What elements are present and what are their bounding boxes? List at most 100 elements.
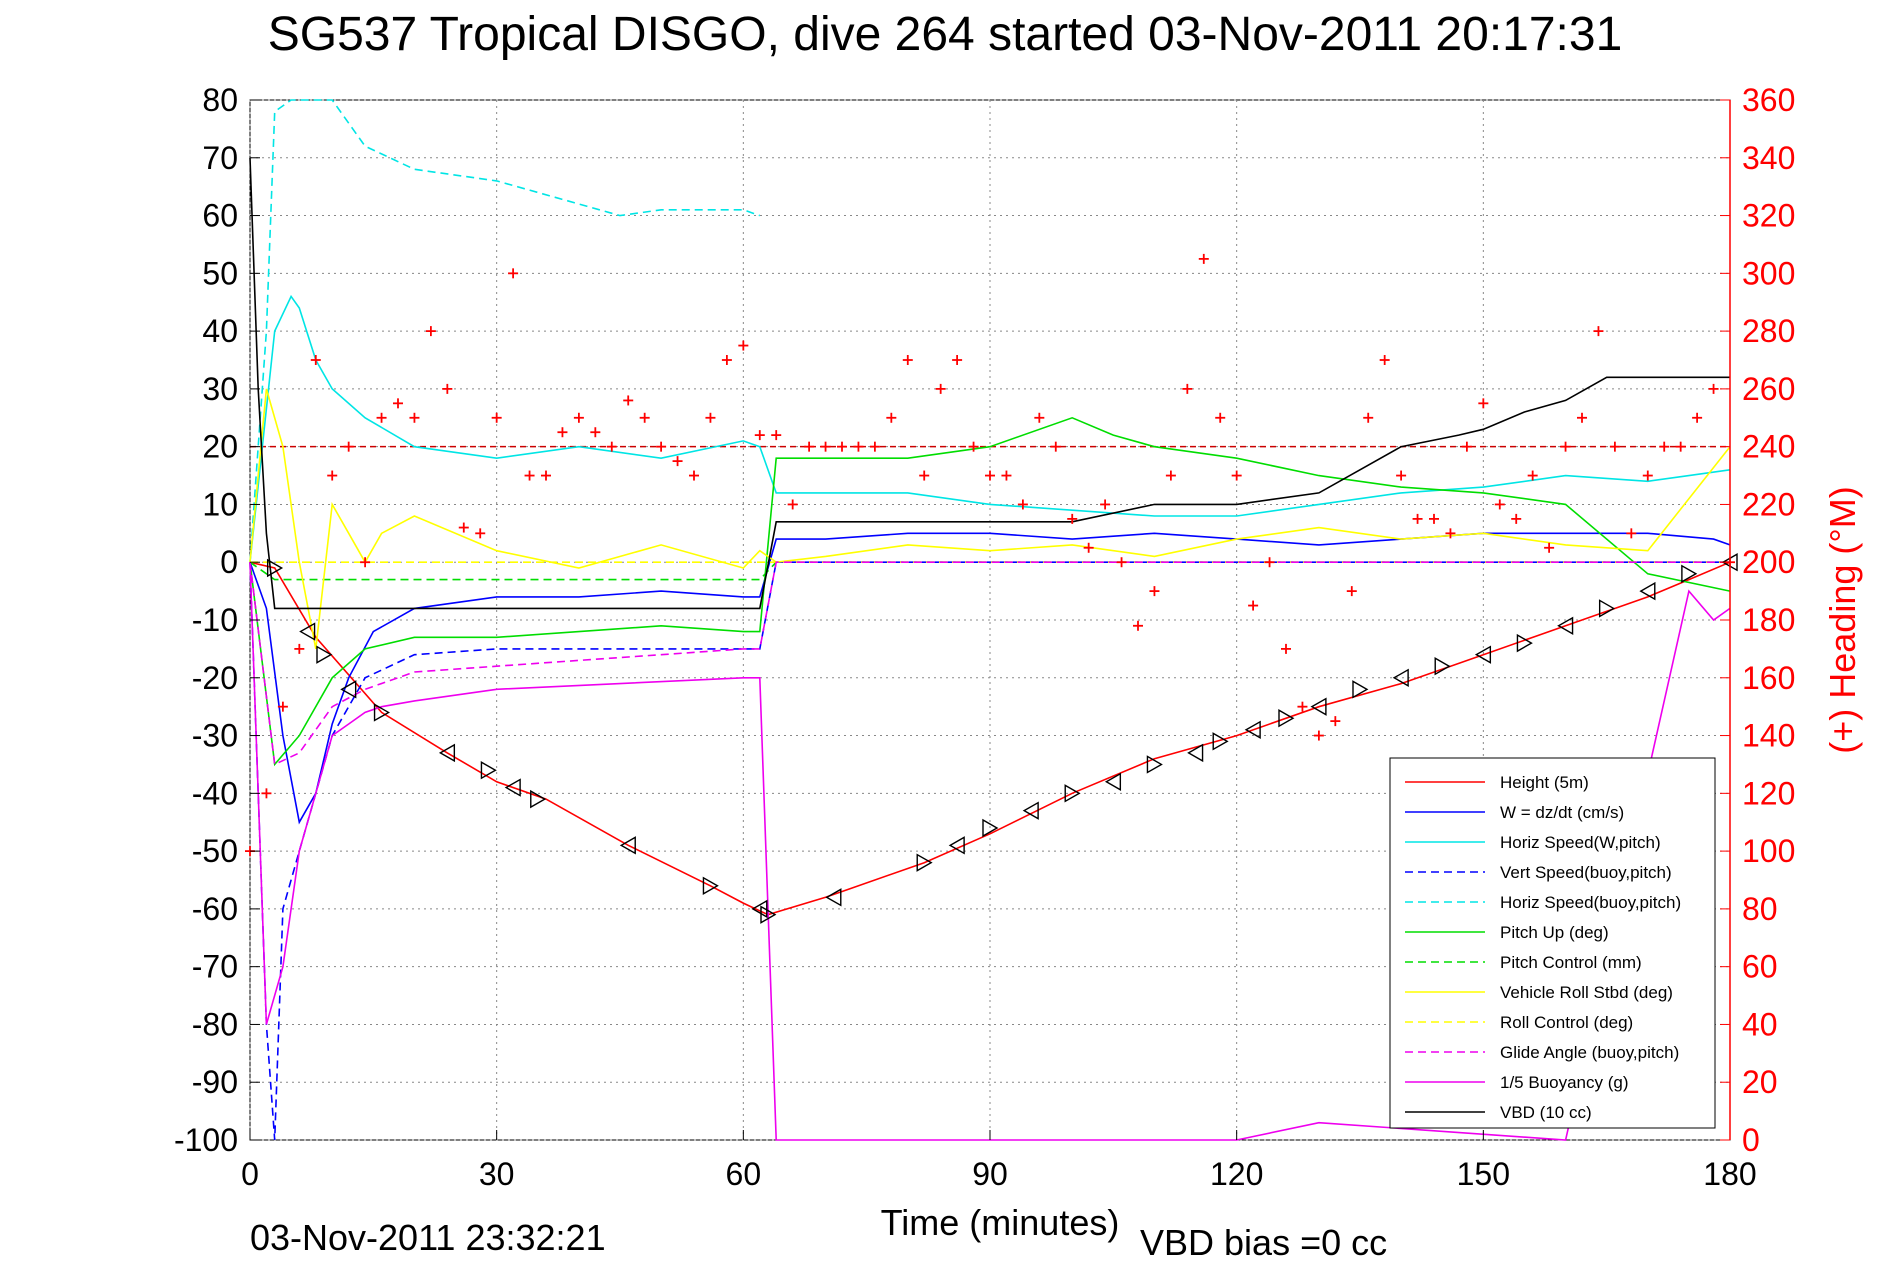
y-tick-label-left: -60 [192, 891, 238, 927]
y-tick-label-left: 30 [202, 371, 238, 407]
y-tick-label-left: 10 [202, 486, 238, 522]
y-tick-label-right: 220 [1742, 486, 1795, 522]
series-line-5 [249, 416, 1731, 767]
heading-point [1626, 528, 1637, 539]
heading-point [837, 441, 847, 452]
y-tick-label-left: -70 [192, 949, 238, 985]
y-tick-label-right: 320 [1742, 198, 1795, 234]
heading-point [968, 441, 979, 452]
y-tick-label-right: 360 [1742, 82, 1795, 118]
x-tick-label: 150 [1457, 1156, 1510, 1192]
heading-point [1379, 355, 1390, 365]
heading-point [458, 522, 469, 533]
heading-point [787, 499, 798, 510]
heading-point [1297, 701, 1308, 712]
y-tick-label-right: 180 [1742, 602, 1795, 638]
legend-label: Glide Angle (buoy,pitch) [1500, 1043, 1679, 1062]
series-layer [249, 99, 1731, 1141]
triangle-marker [1434, 657, 1451, 676]
heading-point [1609, 441, 1620, 452]
triangle-marker [438, 743, 456, 763]
series-line-2 [249, 294, 1731, 563]
y-tick-label-left: -40 [192, 775, 238, 811]
heading-point [623, 395, 634, 406]
triangle-marker [1352, 680, 1369, 699]
triangle-marker [1516, 633, 1533, 653]
heading-point [1133, 620, 1143, 631]
triangle-marker [1212, 732, 1229, 751]
heading-point [508, 268, 519, 279]
heading-point [853, 441, 864, 452]
heading-point [1494, 499, 1505, 510]
heading-point [1050, 441, 1061, 452]
y-tick-label-right: 200 [1742, 544, 1795, 580]
heading-point [1198, 253, 1209, 264]
y-tick-label-left: 0 [220, 544, 238, 580]
heading-point [869, 441, 880, 452]
heading-point [1577, 412, 1587, 423]
x-tick-label: 60 [726, 1156, 762, 1192]
heading-point [1100, 499, 1111, 510]
triangle-marker [982, 818, 999, 838]
heading-point [1248, 600, 1259, 611]
heading-point [689, 470, 699, 481]
heading-layer [245, 253, 1735, 857]
triangle-marker [299, 622, 316, 641]
markers-layer [266, 553, 1738, 924]
triangle-marker [1244, 720, 1261, 739]
heading-point [1560, 441, 1571, 452]
triangle-marker [751, 899, 768, 919]
legend-label: Vehicle Roll Stbd (deg) [1500, 983, 1673, 1002]
triangle-marker [316, 645, 333, 664]
x-axis: 0 30 60 90 120 150 180 [241, 1130, 1757, 1192]
triangle-marker [916, 853, 933, 872]
triangle-marker [1639, 581, 1656, 601]
heading-point [376, 412, 387, 423]
heading-point [935, 383, 946, 394]
series-line-7 [249, 388, 1731, 650]
heading-point [425, 326, 436, 337]
heading-point [902, 355, 913, 365]
heading-point [1642, 470, 1653, 481]
y-axis-right: 3603403203002802602402202001801601401201… [1720, 82, 1795, 1158]
triangle-marker [480, 761, 497, 780]
triangle-marker [1392, 668, 1409, 687]
heading-point [639, 412, 650, 423]
heading-point [1708, 383, 1719, 394]
heading-point [1182, 383, 1193, 394]
heading-point [1149, 586, 1160, 597]
y-tick-label-left: 60 [202, 198, 238, 234]
heading-point [1511, 513, 1522, 524]
heading-point [1034, 412, 1045, 423]
triangle-marker [504, 778, 521, 797]
y-tick-label-left: -50 [192, 833, 238, 869]
heading-point [442, 383, 453, 394]
heading-point [952, 355, 963, 365]
legend-label: Vert Speed(buoy,pitch) [1500, 863, 1672, 882]
heading-point [738, 340, 749, 351]
heading-point [886, 412, 897, 423]
y-axis-left: 80 70 60 50 40 30 20 10 0 -10 -20 -30 -40 -50 -60 -70 -8… [174, 82, 260, 1158]
triangle-marker [1146, 755, 1163, 774]
heading-point [985, 470, 995, 481]
heading-point [1346, 586, 1357, 597]
y-tick-label-left: 50 [202, 255, 238, 291]
x-tick-label: 180 [1703, 1156, 1756, 1192]
triangle-marker [825, 888, 842, 907]
y-tick-label-left: 40 [202, 313, 238, 349]
chart-title: SG537 Tropical DISGO, dive 264 started 0… [268, 8, 1623, 61]
heading-point [771, 430, 782, 441]
triangle-marker [948, 836, 965, 855]
heading-point [1675, 441, 1686, 452]
plot-area [245, 99, 1738, 1141]
heading-point [1461, 441, 1472, 452]
triangle-marker [266, 558, 284, 578]
y-tick-label-left: 70 [202, 140, 238, 176]
triangle-marker [1064, 784, 1081, 803]
heading-point [310, 355, 321, 365]
heading-point [360, 557, 371, 568]
heading-point [1593, 326, 1604, 337]
triangle-marker [1310, 697, 1327, 716]
y-tick-label-right: 160 [1742, 660, 1795, 696]
y-tick-label-right: 240 [1742, 429, 1795, 465]
